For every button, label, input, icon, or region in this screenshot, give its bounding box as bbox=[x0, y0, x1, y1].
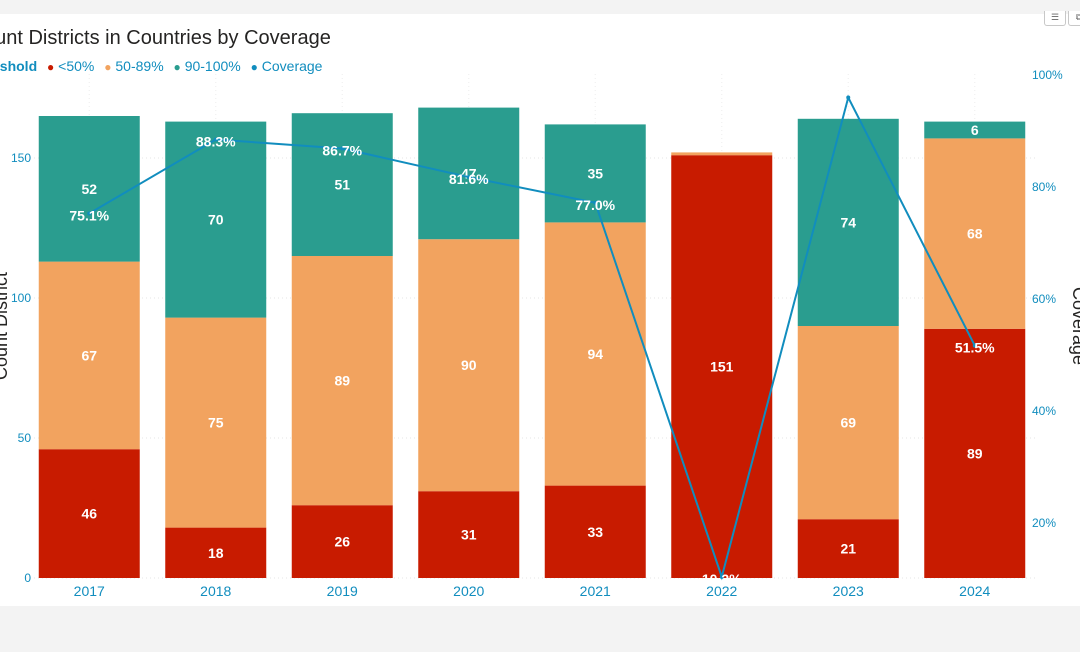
coverage-point[interactable] bbox=[593, 200, 598, 205]
bar-segment[interactable] bbox=[418, 107, 520, 240]
y-right-tick-label: 40% bbox=[1032, 404, 1056, 418]
y-right-tick-label: 80% bbox=[1032, 180, 1056, 194]
coverage-label: 86.7% bbox=[322, 142, 362, 158]
data-label: 52 bbox=[81, 181, 97, 197]
legend-dot-icon: ● bbox=[47, 60, 55, 74]
coverage-point[interactable] bbox=[972, 343, 977, 348]
x-tick-label: 2019 bbox=[327, 583, 358, 599]
bar-segment[interactable] bbox=[797, 326, 899, 520]
bar-segment[interactable] bbox=[291, 113, 393, 256]
data-label: 26 bbox=[334, 534, 350, 550]
legend-dot-icon: ● bbox=[173, 60, 181, 74]
bar-segment[interactable] bbox=[544, 485, 646, 578]
bar-segment[interactable] bbox=[797, 519, 899, 578]
legend-item-lt50[interactable]: ● <50% bbox=[47, 58, 94, 74]
coverage-label: 77.0% bbox=[575, 197, 615, 213]
data-label: 90 bbox=[461, 357, 477, 373]
coverage-line[interactable] bbox=[88, 94, 976, 581]
bar-segment[interactable] bbox=[924, 138, 1026, 329]
bar-segment[interactable] bbox=[544, 222, 646, 486]
coverage-point[interactable] bbox=[213, 137, 218, 142]
bar-segment[interactable] bbox=[671, 155, 773, 578]
bar-segment[interactable] bbox=[418, 491, 520, 578]
legend-item-50-89[interactable]: ● 50-89% bbox=[104, 58, 163, 74]
legend-label: Coverage bbox=[261, 58, 323, 74]
data-label: 46 bbox=[81, 506, 97, 522]
x-tick-label: 2021 bbox=[580, 583, 611, 599]
data-label: 74 bbox=[840, 214, 856, 230]
y-tick-label: 0 bbox=[24, 571, 31, 585]
x-tick-label: 2018 bbox=[200, 583, 231, 599]
legend-item-90-100[interactable]: ● 90-100% bbox=[174, 58, 241, 74]
bar-segment[interactable] bbox=[291, 505, 393, 578]
coverage-point[interactable] bbox=[846, 95, 851, 100]
data-label: 70 bbox=[208, 212, 224, 228]
bar-segment[interactable] bbox=[924, 328, 1026, 578]
coverage-label: 88.3% bbox=[196, 134, 236, 150]
y-tick-label: 150 bbox=[11, 151, 31, 165]
bar-segment[interactable] bbox=[418, 239, 520, 492]
coverage-label: 81.6% bbox=[449, 171, 489, 187]
data-label: 6 bbox=[971, 122, 979, 138]
data-label: 75 bbox=[208, 415, 224, 431]
data-label: 51 bbox=[334, 177, 350, 193]
data-label: 89 bbox=[967, 445, 983, 461]
coverage-point[interactable] bbox=[466, 175, 471, 180]
data-label: 89 bbox=[334, 373, 350, 389]
data-label: 18 bbox=[208, 545, 224, 561]
y-right-tick-label: 100% bbox=[1032, 68, 1063, 82]
coverage-label: 75.1% bbox=[69, 207, 109, 223]
footer-area bbox=[0, 606, 1080, 652]
bar-segment[interactable] bbox=[165, 317, 267, 528]
bar-segment[interactable] bbox=[165, 527, 267, 578]
legend-label: 90-100% bbox=[184, 58, 241, 74]
bar-segment[interactable] bbox=[924, 121, 1026, 139]
filter-icon[interactable]: ☰ bbox=[1044, 11, 1066, 26]
coverage-point[interactable] bbox=[87, 211, 92, 216]
x-tick-label: 2017 bbox=[74, 583, 105, 599]
y-tick-label: 100 bbox=[11, 291, 31, 305]
x-tick-label: 2023 bbox=[833, 583, 864, 599]
focus-mode-icon[interactable]: ⧉ bbox=[1068, 11, 1080, 26]
x-tick-label: 2020 bbox=[453, 583, 484, 599]
y-axis-title: Count District bbox=[0, 272, 11, 380]
data-label: 68 bbox=[967, 226, 983, 242]
bar-segment[interactable] bbox=[165, 121, 267, 318]
bar-segment[interactable] bbox=[38, 261, 140, 450]
coverage-label: 10.2% bbox=[702, 571, 742, 587]
data-label: 67 bbox=[81, 347, 97, 363]
bar-segment[interactable] bbox=[291, 256, 393, 506]
legend-dot-icon: ● bbox=[104, 60, 112, 74]
data-label: 21 bbox=[840, 541, 856, 557]
y-right-tick-label: 60% bbox=[1032, 292, 1056, 306]
data-label: 151 bbox=[710, 359, 734, 375]
data-label: 94 bbox=[587, 346, 603, 362]
x-tick-label: 2022 bbox=[706, 583, 737, 599]
chart-title: ount Districts in Countries by Coverage bbox=[0, 27, 331, 49]
bar-segment[interactable] bbox=[671, 152, 773, 156]
data-label: 33 bbox=[587, 524, 603, 540]
data-label: 69 bbox=[840, 415, 856, 431]
legend-dot-icon: ● bbox=[250, 60, 258, 74]
bar-segment[interactable] bbox=[38, 449, 140, 578]
legend-item-coverage[interactable]: ● Coverage bbox=[251, 58, 323, 74]
coverage-label: 51.5% bbox=[955, 340, 995, 356]
top-bar bbox=[0, 0, 1080, 14]
coverage-point[interactable] bbox=[719, 574, 724, 579]
x-tick-label: 2024 bbox=[959, 583, 990, 599]
legend-label: 50-89% bbox=[115, 58, 164, 74]
data-label: 31 bbox=[461, 527, 477, 543]
data-label: 35 bbox=[587, 165, 603, 181]
legend-label: <50% bbox=[58, 58, 95, 74]
bar-segment[interactable] bbox=[544, 124, 646, 223]
y-right-axis-title: Coverage bbox=[1069, 287, 1080, 365]
coverage-point[interactable] bbox=[340, 146, 345, 151]
bar-segment[interactable] bbox=[38, 116, 140, 262]
y-right-tick-label: 20% bbox=[1032, 516, 1056, 530]
y-tick-label: 50 bbox=[18, 431, 32, 445]
